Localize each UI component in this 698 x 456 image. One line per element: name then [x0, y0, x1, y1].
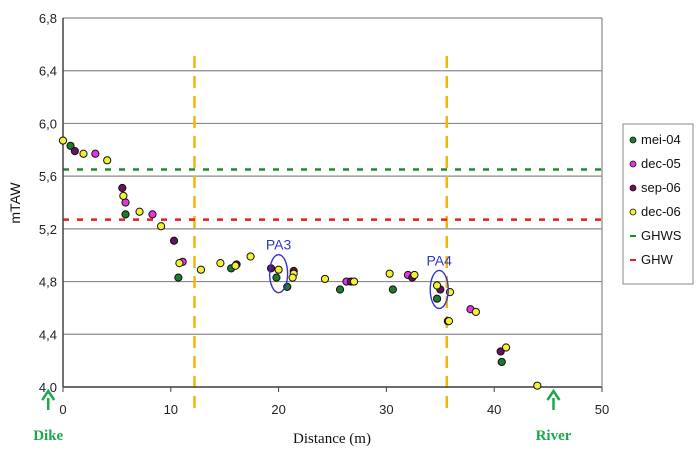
legend-entry: dec-06	[641, 204, 681, 219]
point-dec-06	[444, 317, 454, 326]
annotation-label: PA4	[427, 252, 453, 268]
annotation-ellipse	[268, 253, 289, 294]
x-tick-label: 30	[379, 402, 393, 417]
point-mei-04	[66, 141, 75, 150]
y-tick-label: 4,0	[39, 380, 57, 395]
annotation-label: PA3	[266, 237, 292, 253]
point-dec-06	[156, 222, 166, 231]
point-sep-06	[169, 236, 179, 245]
y-tick-label: 4,8	[39, 275, 57, 290]
arrow-head-icon	[41, 388, 56, 401]
legend-entry: dec-05	[641, 156, 681, 171]
point-mei-04	[121, 210, 130, 219]
y-axis-label: mTAW	[7, 182, 23, 224]
point-dec-05	[91, 149, 100, 158]
legend-box	[622, 123, 694, 285]
y-tick-label: 5,2	[39, 222, 57, 237]
point-mei-04	[272, 273, 281, 282]
y-tick-label: 5,6	[39, 169, 57, 184]
location-markers: Dike River	[33, 388, 572, 444]
x-tick-label: 10	[164, 402, 178, 417]
y-tick-label: 6,0	[39, 116, 57, 131]
point-dec-05	[148, 210, 157, 219]
point-dec-06	[135, 207, 144, 216]
location-label: River	[536, 428, 572, 444]
reference-lines	[63, 168, 602, 221]
point-sep-06	[118, 183, 127, 193]
y-tick-label: 6,8	[39, 11, 57, 26]
point-dec-06	[119, 191, 128, 201]
point-sep-06	[70, 147, 79, 156]
point-dec-06	[288, 273, 297, 282]
point-dec-06	[410, 270, 419, 280]
point-dec-06	[349, 277, 359, 286]
point-dec-06	[175, 259, 184, 268]
annotation-ellipse	[429, 269, 449, 310]
point-mei-04	[335, 285, 345, 294]
point-dec-06	[320, 274, 330, 284]
point-dec-06	[432, 281, 442, 290]
point-mei-04	[497, 357, 506, 367]
x-tick-label: 20	[271, 402, 285, 417]
point-dec-06	[501, 343, 511, 352]
x-tick-label: 40	[487, 402, 501, 417]
y-tick-label: 4,4	[39, 327, 57, 342]
legend-entry: sep-06	[641, 180, 681, 195]
legend-marker	[629, 160, 637, 168]
point-dec-06	[58, 136, 68, 145]
x-tick-label: 0	[59, 402, 66, 417]
point-dec-06	[385, 269, 394, 278]
point-mei-04	[174, 273, 183, 282]
legend-marker	[629, 136, 637, 144]
point-mei-04	[388, 285, 397, 294]
arrow-head-icon	[546, 388, 561, 401]
point-dec-06	[471, 307, 480, 316]
point-dec-06	[103, 156, 112, 165]
y-tick-label: 6,4	[39, 64, 57, 79]
point-dec-06	[231, 261, 240, 270]
point-dec-06	[533, 381, 542, 390]
axes	[62, 18, 603, 392]
vertical-dashed-lines	[193, 56, 449, 409]
point-sep-06	[496, 347, 505, 356]
legend-entry: GHWS	[641, 228, 682, 243]
data-points	[58, 136, 542, 390]
tick-labels: 4,0 4,4 4,8 5,2 5,6 6,0 6,4 6,8 0 10 20 30 40 50	[39, 11, 609, 417]
point-dec-06	[246, 252, 255, 261]
x-axis-label: Distance (m)	[293, 431, 371, 447]
location-label: Dike	[33, 428, 63, 444]
point-dec-06	[79, 149, 88, 158]
legend-entry: GHW	[641, 252, 674, 267]
legend: mei-04 dec-05 sep-06 dec-06 GHWS GHW	[622, 123, 694, 285]
point-dec-06	[216, 259, 225, 268]
legend-marker	[629, 184, 637, 192]
gridlines	[63, 17, 602, 388]
legend-marker	[629, 208, 637, 216]
point-dec-06	[274, 265, 283, 274]
legend-entry: mei-04	[641, 132, 681, 147]
point-mei-04	[432, 294, 442, 303]
point-dec-06	[196, 265, 206, 274]
x-tick-label: 50	[595, 402, 609, 417]
annotations: PA3 PA4	[266, 237, 453, 310]
